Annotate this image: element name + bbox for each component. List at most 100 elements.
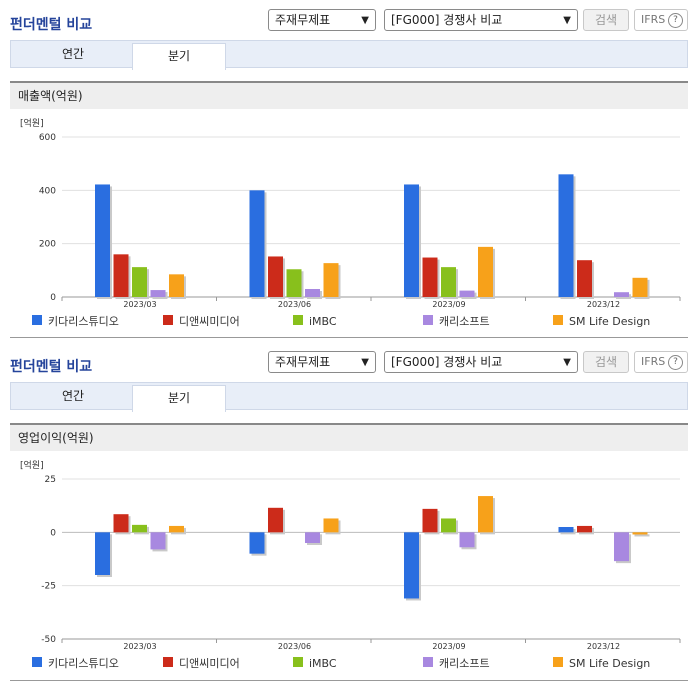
tab-quarterly[interactable]: 분기 bbox=[132, 385, 226, 412]
x-tick-label: 2023/12 bbox=[587, 642, 620, 651]
bar bbox=[305, 532, 320, 543]
x-tick-label: 2023/06 bbox=[278, 642, 311, 651]
divider bbox=[10, 337, 688, 338]
y-tick-label: 200 bbox=[39, 240, 56, 250]
bar bbox=[95, 184, 110, 297]
bar bbox=[459, 532, 475, 548]
statement-select[interactable]: 주재무제표 ▼ bbox=[268, 9, 376, 31]
bar bbox=[614, 532, 629, 562]
ifrs-button[interactable]: IFRS ? bbox=[634, 351, 688, 373]
bar bbox=[169, 525, 184, 533]
bar bbox=[249, 532, 265, 554]
x-tick-label: 2023/03 bbox=[123, 300, 156, 309]
chevron-down-icon: ▼ bbox=[361, 15, 369, 26]
unit-label: [억원] bbox=[20, 117, 44, 129]
operating-profit-chart: [억원] -50 -25 0 25 2023/03 2023/06 2023/09 2023/1… bbox=[20, 459, 681, 670]
bar bbox=[169, 274, 184, 297]
bar bbox=[132, 524, 147, 533]
legend-label: 키다리스튜디오 bbox=[48, 315, 119, 328]
legend-label: 캐리소프트 bbox=[439, 657, 490, 670]
x-tick-label: 2023/09 bbox=[432, 300, 465, 309]
legend-label: SM Life Design bbox=[569, 657, 650, 670]
legend-swatch bbox=[163, 657, 173, 667]
bar bbox=[478, 246, 493, 297]
y-tick-label: -25 bbox=[41, 582, 56, 592]
y-tick-label: 25 bbox=[45, 475, 56, 485]
comparison-select[interactable]: [FG000] 경쟁사 비교 ▼ bbox=[384, 351, 578, 373]
ifrs-button[interactable]: IFRS ? bbox=[634, 9, 688, 31]
bar bbox=[441, 518, 456, 533]
chevron-down-icon: ▼ bbox=[563, 357, 571, 368]
legend-swatch bbox=[293, 657, 303, 667]
legend-label: 디앤씨미디어 bbox=[179, 315, 240, 328]
x-tick-label: 2023/09 bbox=[432, 642, 465, 651]
legend-label: 캐리소프트 bbox=[439, 315, 490, 328]
statement-select-value: 주재무제표 bbox=[275, 13, 331, 27]
legend-swatch bbox=[163, 315, 173, 325]
bar-shadow bbox=[634, 534, 650, 537]
bar bbox=[323, 263, 339, 297]
panel-title: 펀더멘털 비교 bbox=[10, 17, 93, 33]
y-tick-label: 0 bbox=[50, 293, 56, 303]
bar bbox=[268, 256, 283, 297]
bar bbox=[404, 532, 419, 599]
comparison-select-value: [FG000] 경쟁사 비교 bbox=[391, 13, 503, 27]
ifrs-label: IFRS bbox=[641, 355, 666, 368]
tab-annual[interactable]: 연간 bbox=[61, 389, 85, 403]
legend-swatch bbox=[553, 315, 563, 325]
bar bbox=[286, 269, 302, 297]
panel-title: 펀더멘털 비교 bbox=[10, 359, 93, 375]
bar bbox=[249, 190, 265, 297]
search-button[interactable]: 검색 bbox=[583, 9, 629, 31]
unit-label: [억원] bbox=[20, 459, 44, 471]
ifrs-label: IFRS bbox=[641, 13, 666, 26]
legend-label: SM Life Design bbox=[569, 315, 650, 328]
chevron-down-icon: ▼ bbox=[563, 15, 571, 26]
bar bbox=[113, 254, 129, 297]
y-tick-label: 400 bbox=[39, 186, 56, 196]
bar bbox=[558, 174, 574, 297]
legend-label: 키다리스튜디오 bbox=[48, 657, 119, 670]
bar bbox=[577, 260, 592, 297]
help-icon[interactable]: ? bbox=[668, 355, 683, 370]
bar bbox=[441, 267, 456, 297]
help-icon[interactable]: ? bbox=[668, 13, 683, 28]
bar bbox=[268, 507, 283, 533]
divider bbox=[10, 680, 688, 681]
chevron-down-icon: ▼ bbox=[361, 357, 369, 368]
section-header: 영업이익(억원) bbox=[10, 423, 688, 451]
search-button[interactable]: 검색 bbox=[583, 351, 629, 373]
fundamental-panel-revenue: 펀더멘털 비교 주재무제표 ▼ [FG000] 경쟁사 비교 ▼ 검색 IFRS… bbox=[10, 9, 688, 338]
bar bbox=[132, 267, 147, 297]
comparison-select[interactable]: [FG000] 경쟁사 비교 ▼ bbox=[384, 9, 578, 31]
legend-swatch bbox=[293, 315, 303, 325]
bar bbox=[478, 496, 493, 533]
legend-label: 디앤씨미디어 bbox=[179, 657, 240, 670]
y-tick-label: 600 bbox=[39, 133, 56, 143]
bar bbox=[150, 290, 166, 297]
bar bbox=[632, 277, 648, 297]
bar bbox=[558, 527, 574, 533]
legend-swatch bbox=[423, 315, 433, 325]
bar bbox=[150, 532, 166, 550]
legend-swatch bbox=[32, 657, 42, 667]
tab-quarterly[interactable]: 분기 bbox=[132, 43, 226, 70]
revenue-chart: [억원] 0 200 400 600 2023/03 2023/06 2023/09 2023/… bbox=[20, 117, 681, 328]
bar bbox=[95, 532, 110, 575]
legend-swatch bbox=[553, 657, 563, 667]
bar bbox=[305, 289, 320, 297]
statement-select[interactable]: 주재무제표 ▼ bbox=[268, 351, 376, 373]
y-tick-label: 0 bbox=[50, 528, 56, 538]
statement-select-value: 주재무제표 bbox=[275, 355, 331, 369]
bar bbox=[577, 525, 592, 533]
legend-swatch bbox=[32, 315, 42, 325]
bar bbox=[422, 257, 438, 297]
bar bbox=[614, 292, 629, 297]
legend-label: iMBC bbox=[309, 315, 337, 328]
bar bbox=[323, 518, 339, 533]
period-tabs: 연간 분기 bbox=[10, 382, 688, 412]
tab-annual[interactable]: 연간 bbox=[61, 47, 85, 61]
period-tabs: 연간 분기 bbox=[10, 40, 688, 70]
bar bbox=[422, 508, 438, 533]
bar bbox=[632, 532, 648, 535]
